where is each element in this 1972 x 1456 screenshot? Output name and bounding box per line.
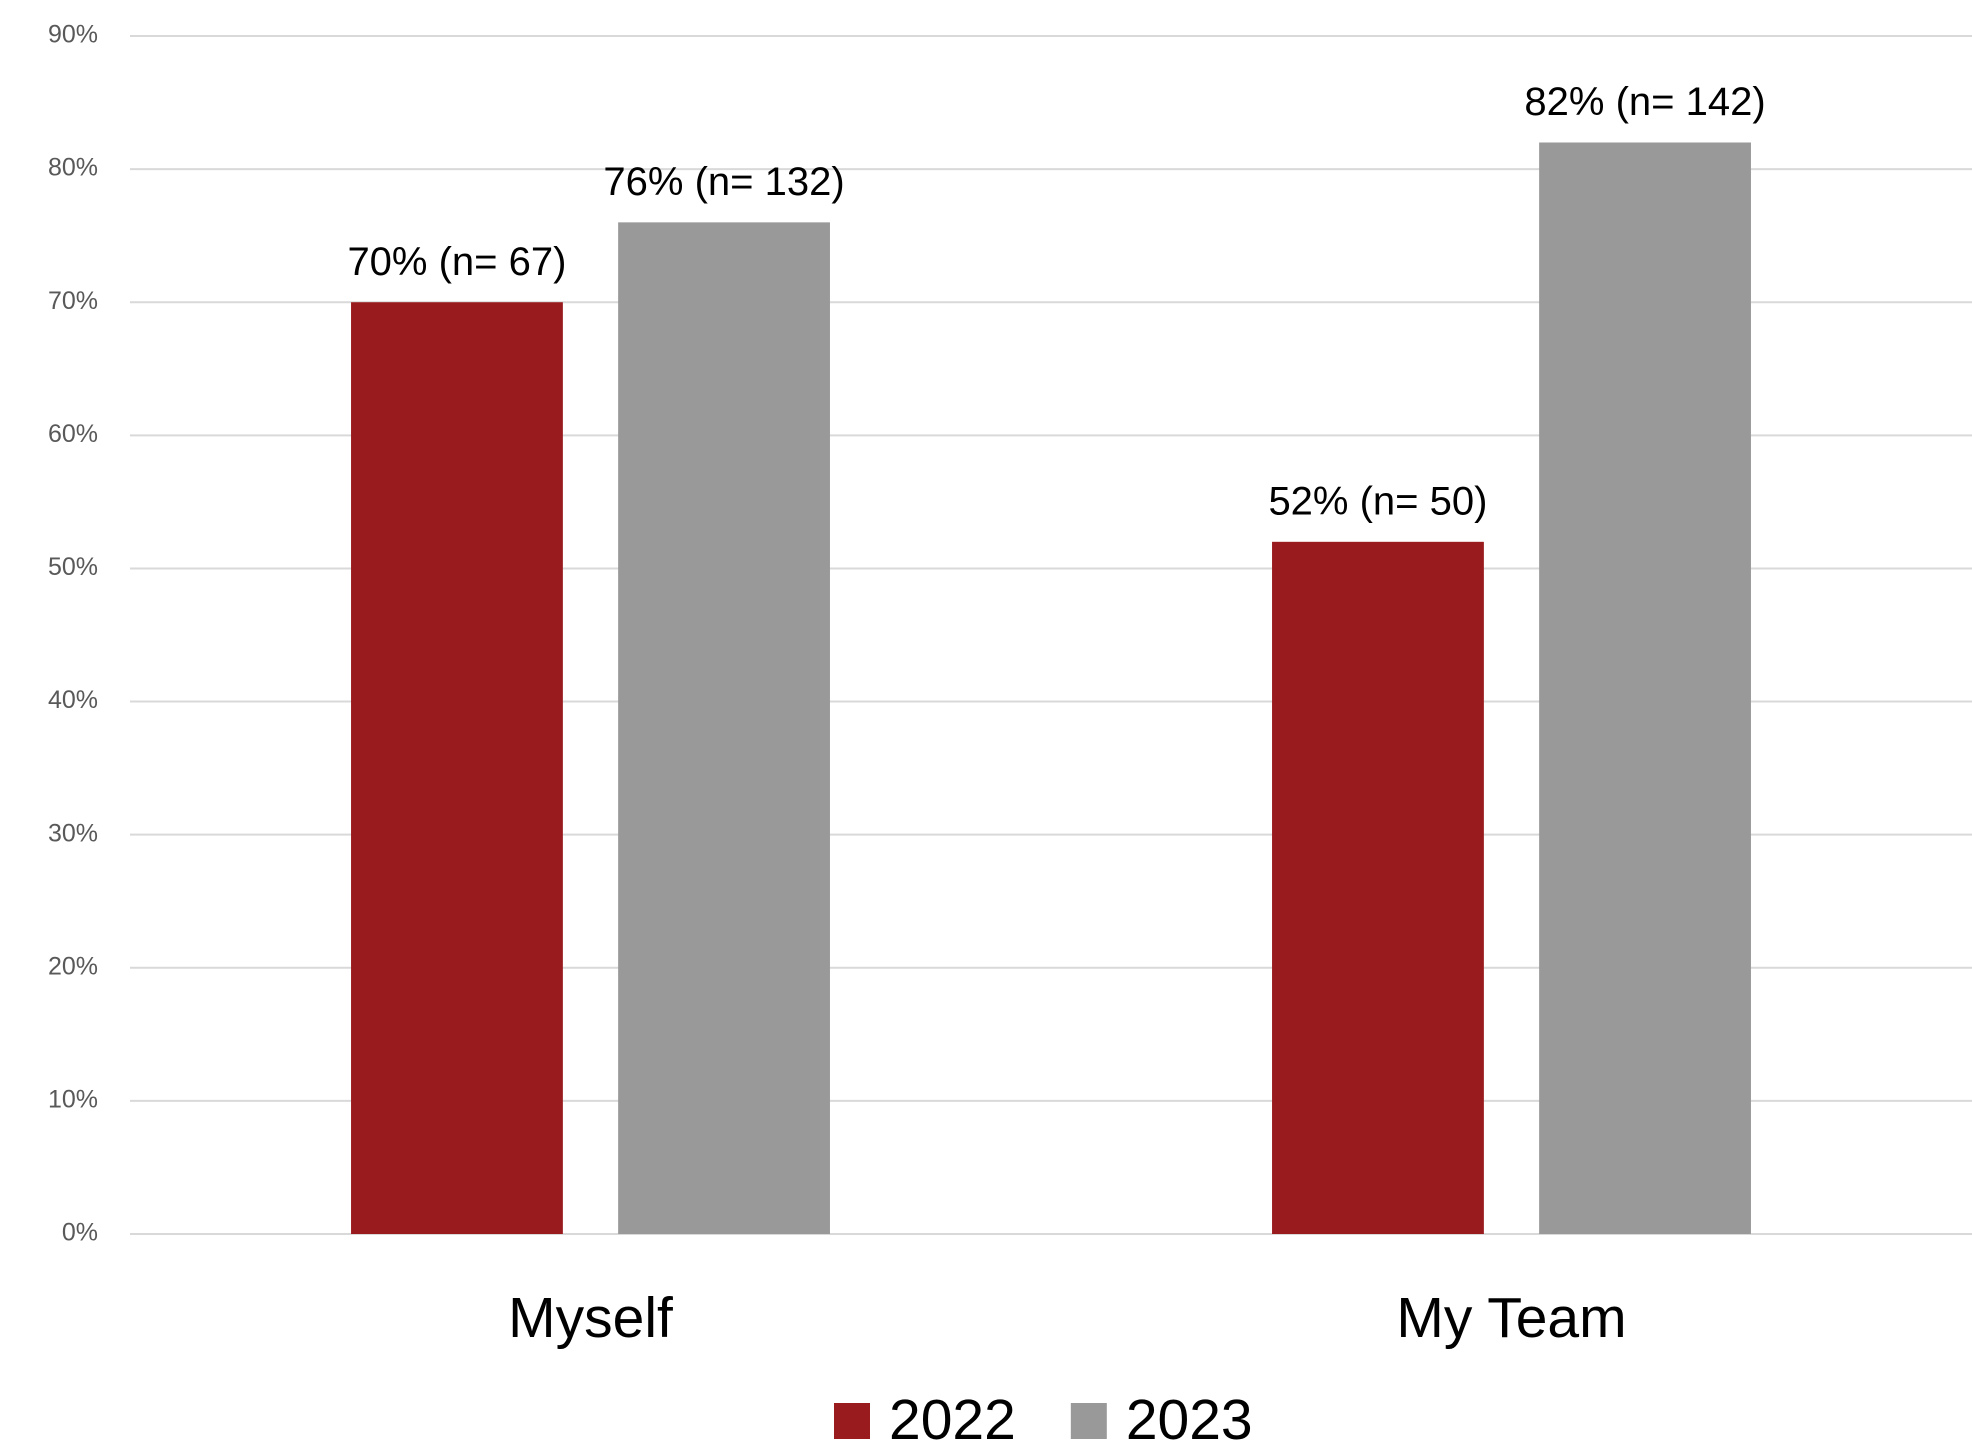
data-label: 70% (n= 67) xyxy=(347,240,566,284)
bar xyxy=(1272,541,1484,1234)
y-tick-label: 40% xyxy=(48,686,98,714)
y-tick-label: 60% xyxy=(48,420,98,448)
x-tick-label: My Team xyxy=(1396,1286,1626,1350)
y-tick-label: 90% xyxy=(48,21,98,49)
y-tick-label: 30% xyxy=(48,819,98,847)
y-tick-label: 0% xyxy=(62,1219,98,1247)
legend-swatch xyxy=(834,1403,870,1439)
data-label: 82% (n= 142) xyxy=(1524,80,1765,124)
legend-label: 2022 xyxy=(889,1388,1016,1452)
y-tick-label: 80% xyxy=(48,154,98,182)
bar xyxy=(351,302,563,1234)
x-tick-label: Myself xyxy=(508,1286,673,1350)
data-label: 52% (n= 50) xyxy=(1268,479,1487,523)
data-label: 76% (n= 132) xyxy=(603,160,844,204)
bar xyxy=(618,222,830,1234)
y-tick-label: 50% xyxy=(48,553,98,581)
y-tick-label: 70% xyxy=(48,287,98,315)
legend-label: 2023 xyxy=(1126,1388,1253,1452)
y-tick-label: 20% xyxy=(48,952,98,980)
legend-swatch xyxy=(1070,1403,1107,1439)
bar xyxy=(1539,142,1751,1234)
y-tick-label: 10% xyxy=(48,1085,98,1113)
